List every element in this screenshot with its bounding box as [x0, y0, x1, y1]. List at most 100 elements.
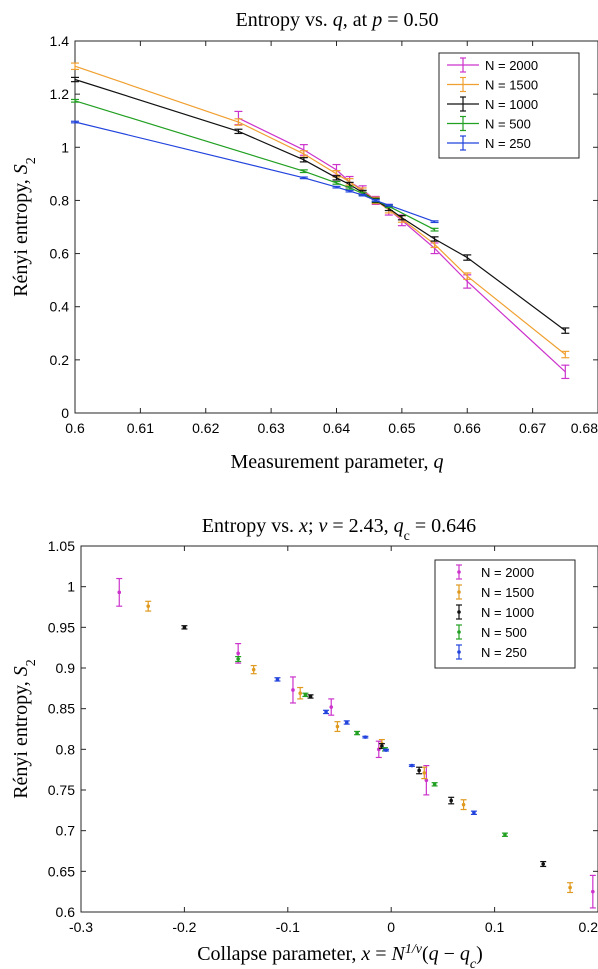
error-bar	[430, 236, 439, 242]
x-axis-label: Measurement parameter, q	[231, 451, 444, 473]
x-tick-label: 0.66	[454, 420, 481, 436]
x-tick-label: -0.2	[172, 919, 196, 935]
x-tick-label: 0.6	[65, 420, 85, 436]
error-bar	[362, 735, 369, 739]
error-bar	[116, 577, 123, 607]
error-bar	[234, 118, 243, 126]
data-point	[275, 677, 280, 682]
legend-label: N = 250	[481, 645, 527, 660]
legend: N = 2000 N = 1500 N = 1000 N = 500 N = 250	[438, 52, 580, 159]
y-tick-label: 1	[61, 139, 69, 155]
x-axis-ticks: 0.6 0.61 0.62 0.63 0.64 0.65 0.66 0.67 0.68	[65, 41, 598, 436]
data-point	[384, 748, 388, 752]
error-bar	[345, 185, 354, 190]
x-tick-label: 0.63	[258, 420, 285, 436]
legend-box	[438, 52, 580, 159]
legend-label: N = 250	[485, 136, 531, 151]
y-tick-label: 0.8	[56, 741, 76, 757]
error-bar	[307, 694, 314, 699]
legend-label: N = 1500	[481, 585, 534, 600]
y-tick-label: 1	[67, 579, 75, 595]
error-bar	[71, 76, 79, 83]
series	[116, 577, 596, 909]
y-tick-label: 0.2	[50, 352, 70, 368]
y-tick-label: 0.85	[48, 701, 75, 717]
legend-entry: N = 1500	[447, 76, 538, 93]
legend-label: N = 500	[481, 625, 527, 640]
error-bar	[463, 272, 472, 280]
data-point	[424, 778, 429, 783]
data-point	[146, 604, 151, 608]
legend-label: N = 1000	[485, 97, 538, 112]
error-bar	[334, 721, 341, 733]
error-bar	[430, 220, 439, 224]
error-bar	[71, 120, 79, 124]
x-tick-label: 0.64	[323, 420, 350, 436]
error-bar	[421, 766, 428, 780]
data-series	[71, 62, 570, 380]
error-bar	[567, 882, 574, 894]
data-point	[236, 657, 240, 661]
chart-entropy-vs-q: Entropy vs. q, at p = 0.50 0 0.2 0.4 0.6 0.8…	[10, 9, 598, 473]
chart-entropy-vs-x: Entropy vs. x; ν = 2.43, qc = 0.646 0.6 0…	[10, 515, 598, 969]
error-bar	[561, 327, 570, 334]
legend-entry: N = 250	[456, 644, 527, 660]
error-bar	[145, 600, 152, 612]
error-bar	[343, 720, 350, 725]
chart-title: Entropy vs. x; ν = 2.43, qc = 0.646	[202, 515, 476, 544]
data-point	[503, 832, 507, 837]
y-axis-label: Rényi entropy, S2	[10, 157, 39, 297]
x-tick-label: 0.2	[579, 919, 598, 935]
data-point	[568, 885, 572, 890]
data-point	[591, 889, 595, 894]
data-point	[472, 810, 476, 815]
error-bar	[397, 214, 406, 221]
error-bar	[289, 676, 296, 704]
legend-box	[434, 559, 576, 669]
x-tick-label: -0.3	[69, 919, 93, 935]
error-bar	[448, 796, 455, 805]
x-tick-label: 0.62	[192, 420, 219, 436]
x-tick-label: 0.67	[519, 420, 546, 436]
y-tick-label: 0.8	[50, 192, 70, 208]
data-series	[116, 577, 596, 909]
data-point	[363, 735, 368, 739]
x-tick-label: 0.61	[127, 420, 154, 436]
legend-label: N = 500	[485, 117, 531, 132]
error-bar	[235, 656, 242, 663]
data-point	[461, 802, 466, 807]
legend-entry: N = 500	[447, 115, 531, 132]
error-bar	[463, 254, 472, 261]
error-bar	[71, 62, 79, 71]
x-tick-label: 0	[387, 919, 395, 935]
x-tick-label: 0.65	[388, 420, 415, 436]
y-tick-label: 0.6	[50, 246, 70, 262]
data-point	[355, 731, 359, 735]
x-tick-label: -0.1	[276, 919, 300, 935]
error-bar	[460, 799, 467, 811]
chart-title: Entropy vs. q, at p = 0.50	[236, 9, 439, 31]
legend: N = 2000 N = 1500 N = 1000 N = 500 N = 250	[434, 559, 576, 669]
error-bar	[431, 782, 438, 787]
error-bar	[299, 176, 308, 180]
error-bar	[71, 98, 79, 103]
error-bar	[561, 364, 570, 380]
legend-entry: N = 2000	[456, 564, 534, 580]
y-tick-label: 0.6	[56, 904, 76, 920]
y-tick-label: 0.4	[50, 299, 70, 315]
error-bar	[297, 686, 304, 700]
data-point	[303, 693, 308, 697]
y-axis-ticks: 0.6 0.65 0.7 0.75 0.8 0.85 0.9 0.95 1 1.05	[48, 538, 598, 920]
data-point	[432, 782, 437, 787]
error-bar	[375, 740, 382, 759]
data-point	[449, 798, 453, 803]
x-axis-ticks: -0.3 -0.2 -0.1 0 0.1 0.2	[69, 546, 598, 935]
data-point	[308, 694, 313, 699]
error-bar	[589, 874, 596, 909]
error-bar	[302, 692, 309, 698]
data-point	[324, 710, 328, 714]
error-bar	[274, 677, 281, 682]
data-point	[182, 625, 187, 630]
legend-entry: N = 1000	[456, 604, 534, 620]
